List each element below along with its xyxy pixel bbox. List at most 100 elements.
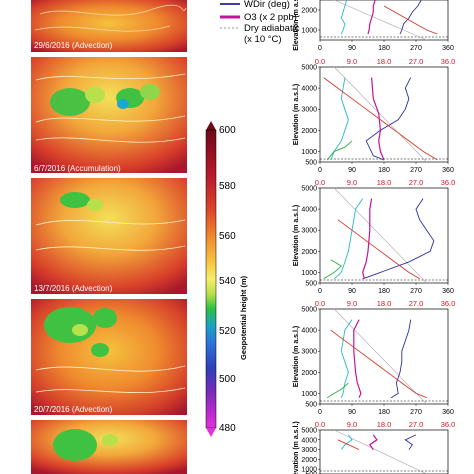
- map-panel-1: 29/6/2016 (Advection): [31, 0, 187, 52]
- y-tick-label: 500: [305, 160, 317, 167]
- top-tick-label: 0.0: [315, 178, 325, 187]
- y-tick-label: 4000: [301, 86, 317, 93]
- colorbar-tick-600: 600: [219, 125, 236, 136]
- y-tick-label: 1000: [301, 270, 317, 277]
- y-axis-label: Elevation (m a.s.l.): [293, 205, 300, 266]
- colorbar-tick-480: 480: [219, 423, 236, 434]
- y-tick-label: 500: [305, 281, 317, 288]
- map-panel-3: 13/7/2016 (Advection): [31, 178, 187, 294]
- y-tick-label: 5000: [301, 186, 317, 193]
- colorbar-title: Geopotential height (m): [239, 275, 248, 360]
- x-tick-label: 0: [318, 45, 322, 52]
- x-tick-label: 90: [348, 288, 356, 295]
- series-line-cyan: [340, 319, 353, 398]
- series-line-magenta: [353, 319, 362, 398]
- profile-frame: [319, 187, 449, 284]
- x-tick-label: 0: [318, 288, 322, 295]
- series-line-blue: [390, 319, 412, 399]
- top-tick-label: 27.0: [409, 57, 424, 66]
- y-tick-label: 500: [305, 472, 317, 474]
- y-axis-label: Elevation (m a.s.l.): [293, 326, 300, 387]
- x-tick-label: 270: [410, 167, 422, 174]
- top-tick-label: 27.0: [409, 178, 424, 187]
- map-panel-4: 20/7/2016 (Advection): [31, 299, 187, 415]
- y-tick-label: 2000: [301, 8, 317, 15]
- series-line-magenta: [362, 198, 373, 279]
- y-tick-label: 5000: [301, 65, 317, 72]
- x-tick-label: 360: [442, 167, 454, 174]
- top-tick-label: 18.0: [377, 178, 392, 187]
- top-tick-label: 9.0: [347, 57, 357, 66]
- top-tick-label: 18.0: [377, 299, 392, 308]
- legend-text-wdir: WDir (deg): [244, 0, 290, 10]
- top-tick-label: 27.0: [409, 420, 424, 429]
- top-tick-label: 27.0: [409, 299, 424, 308]
- profile-frame: [319, 66, 449, 163]
- series-line-red: [337, 219, 420, 280]
- profile-panel-2: 500 1000 2000 3000 4000 5000 0 90 180 270 360 0.0 9.…: [293, 57, 455, 174]
- series-line-green: [326, 140, 353, 161]
- x-tick-label: 90: [348, 45, 356, 52]
- series-line-red: [330, 329, 427, 399]
- x-tick-label: 360: [442, 288, 454, 295]
- x-tick-label: 270: [410, 45, 422, 52]
- series-line-magenta: [367, 0, 376, 35]
- series-line-red: [337, 439, 360, 451]
- top-tick-label: 36.0: [441, 178, 456, 187]
- map-panel-5: [31, 420, 187, 474]
- map-panel-2: 6/7/2016 (Accumulation): [31, 57, 187, 173]
- x-tick-label: 180: [378, 167, 390, 174]
- series-line-blue: [399, 0, 422, 35]
- y-tick-label: 500: [305, 402, 317, 409]
- x-tick-label: 90: [348, 167, 356, 174]
- top-tick-label: 36.0: [441, 57, 456, 66]
- x-tick-label: 270: [410, 288, 422, 295]
- x-tick-label: 90: [348, 409, 356, 416]
- top-tick-label: 0.0: [315, 420, 325, 429]
- y-tick-label: 1000: [301, 391, 317, 398]
- series-line-green: [326, 382, 349, 399]
- top-tick-label: 9.0: [347, 299, 357, 308]
- dry-adiabatic-line: [334, 66, 427, 163]
- y-tick-label: 2000: [301, 457, 317, 464]
- colorbar-tick-560: 560: [219, 231, 236, 242]
- series-line-blue: [362, 198, 435, 280]
- y-tick-label: 1000: [301, 467, 317, 474]
- colorbar-tick-540: 540: [219, 276, 236, 287]
- legend-text-unit: (x 10 °C): [244, 34, 282, 45]
- profile-panel-4: 500 1000 2000 3000 4000 5000 0 90 180 270 360 0.0 9.…: [293, 299, 455, 416]
- profile-frame: [319, 429, 449, 474]
- y-tick-label: 5000: [301, 307, 317, 314]
- top-tick-label: 0.0: [315, 299, 325, 308]
- series-line-cyan: [340, 0, 348, 35]
- y-tick-label: 2000: [301, 128, 317, 135]
- y-tick-label: 5000: [301, 428, 317, 435]
- y-tick-label: 3000: [301, 107, 317, 114]
- colorbar-tick-580: 580: [219, 181, 236, 192]
- profile-frame: [319, 308, 449, 405]
- colorbar-tick-500: 500: [219, 374, 236, 385]
- y-tick-label: 2000: [301, 249, 317, 256]
- profile-panel-1: 1000 2000 0 90 180 270 360 Elevation (m a.s.l.): [293, 0, 454, 52]
- legend: WDir (deg) O3 (x 2 ppb) Dry adiabatic (x…: [220, 0, 300, 45]
- legend-text-o3: O3 (x 2 ppb): [244, 12, 297, 23]
- y-tick-label: 2000: [301, 370, 317, 377]
- map-label-2: 6/7/2016 (Accumulation): [34, 164, 121, 173]
- top-tick-label: 0.0: [315, 57, 325, 66]
- dry-adiabatic-line: [334, 308, 427, 405]
- y-axis-label: Elevation (m a.s.l.): [293, 84, 300, 145]
- x-tick-label: 360: [442, 45, 454, 52]
- x-tick-label: 360: [442, 409, 454, 416]
- y-tick-label: 3000: [301, 447, 317, 454]
- series-line-cyan: [340, 434, 353, 450]
- series-line-magenta: [368, 434, 378, 450]
- y-tick-label: 1000: [301, 28, 317, 35]
- top-tick-label: 36.0: [441, 420, 456, 429]
- top-tick-label: 9.0: [347, 420, 357, 429]
- map-label-1: 29/6/2016 (Advection): [34, 41, 113, 50]
- map-label-4: 20/7/2016 (Advection): [34, 405, 113, 414]
- top-tick-label: 18.0: [377, 420, 392, 429]
- x-tick-label: 270: [410, 409, 422, 416]
- y-tick-label: 1000: [301, 149, 317, 156]
